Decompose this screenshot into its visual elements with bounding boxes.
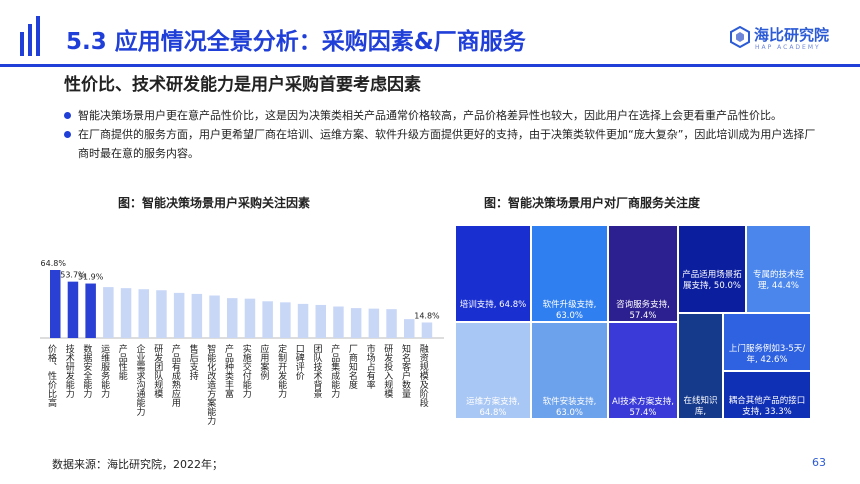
treemap-label: 运维方案支持, 64.8% bbox=[466, 397, 520, 418]
treemap-cell: 产品适用场景拓展支持, 50.0% bbox=[678, 225, 746, 313]
slide-title: 5.3 应用情况全景分析：采购因素&厂商服务 bbox=[66, 29, 526, 55]
page-number: 63 bbox=[812, 456, 826, 469]
category-label: 定制开发能力 bbox=[276, 343, 287, 399]
category-label: 团队技术背景 bbox=[312, 344, 323, 398]
category-label: 企业需求沟通能力 bbox=[135, 343, 146, 417]
bar bbox=[173, 292, 185, 338]
bar bbox=[227, 298, 238, 338]
category-label: 应用案例 bbox=[258, 343, 269, 381]
treemap-label: 耦合其他产品的接口支持, 33.3% bbox=[728, 396, 806, 417]
treemap-label: 在线知识库, 42.6% bbox=[683, 396, 718, 428]
logo-name: 海比研究院 bbox=[754, 26, 830, 44]
cube-logo-icon bbox=[730, 26, 750, 48]
category-label: 融资规模及阶段 bbox=[418, 344, 429, 408]
category-label: 产品性能 bbox=[117, 343, 128, 381]
category-label: 知名客户数量 bbox=[400, 343, 411, 398]
category-label: 售后支持 bbox=[188, 343, 199, 381]
category-label: 市场占有率 bbox=[365, 343, 376, 390]
category-label: 产品集成能力 bbox=[329, 343, 340, 399]
treemap-label: 软件升级支持, 63.0% bbox=[542, 300, 597, 321]
treemap-cell: 软件升级支持, 63.0% bbox=[531, 225, 608, 322]
bar-data-label: 14.8% bbox=[414, 311, 440, 320]
purchase-factors-bar-chart: 64.8% 价格、性价比高 53.7% 技术研发能力 51.9% 数据安全能力 运维服务能力… bbox=[40, 259, 444, 426]
bar-data-label: 53.7% bbox=[60, 271, 86, 280]
treemap-cell: 专属的技术经理, 44.4% bbox=[746, 225, 811, 313]
treemap-label: 软件安装支持, 63.0% bbox=[542, 397, 597, 418]
treemap-cell: 软件安装支持, 63.0% bbox=[531, 322, 608, 419]
treemap-label: 产品适用场景拓展支持, 50.0% bbox=[682, 270, 742, 291]
section-subtitle: 性价比、技术研发能力是用户采购首要考虑因素 bbox=[64, 75, 421, 95]
treemap-label: 咨询服务支持, 57.4% bbox=[616, 300, 670, 321]
bar bbox=[50, 270, 61, 338]
bar-data-label: 51.9% bbox=[78, 273, 104, 282]
bar bbox=[209, 295, 220, 338]
treemap-cell: 耦合其他产品的接口支持, 33.3% bbox=[723, 371, 811, 419]
logo: 海比研究院 HAP ACADEMY bbox=[730, 22, 840, 56]
category-label: 厂商知名度 bbox=[347, 344, 358, 390]
bar bbox=[262, 301, 273, 338]
service-attention-treemap: 培训支持, 64.8% 运维方案支持, 64.8% 软件升级支持, 63.0% 软件安… bbox=[455, 225, 811, 428]
header-divider bbox=[0, 64, 860, 67]
bar bbox=[156, 290, 167, 338]
category-label: 运维服务能力 bbox=[99, 344, 110, 399]
treemap-label: 上门服务例如3-5天/年, 42.6% bbox=[728, 344, 806, 365]
bar bbox=[297, 303, 309, 338]
bullet-dot-icon bbox=[64, 131, 71, 138]
bar bbox=[315, 304, 326, 338]
treemap-cell: 上门服务例如3-5天/年, 42.6% bbox=[723, 313, 811, 371]
treemap-cell: 培训支持, 64.8% bbox=[455, 225, 531, 322]
bar bbox=[350, 308, 362, 338]
treemap-label: 培训支持, 64.8% bbox=[459, 300, 527, 310]
bullet-point: 智能决策场景用户更在意产品性价比，这是因为决策类相关产品通常价格较高，产品价格差… bbox=[64, 106, 824, 125]
bullet-dot-icon bbox=[64, 112, 71, 119]
bar bbox=[67, 281, 79, 338]
bullet-point: 在厂商提供的服务方面，用户更希望厂商在培训、运维方案、软件升级方面提供更好的支持… bbox=[64, 125, 824, 163]
bar bbox=[244, 298, 256, 338]
category-label: 研发团队规模 bbox=[152, 344, 163, 399]
bar bbox=[404, 319, 415, 338]
treemap-label: 专属的技术经理, 44.4% bbox=[752, 270, 804, 291]
bar bbox=[191, 293, 203, 338]
category-label: 实施交付能力 bbox=[241, 343, 252, 399]
bar-chart-title: 图：智能决策场景用户采购关注因素 bbox=[118, 196, 311, 210]
category-label: 技术研发能力 bbox=[64, 343, 74, 399]
bullet-text: 在厂商提供的服务方面，用户更希望厂商在培训、运维方案、软件升级方面提供更好的支持… bbox=[78, 128, 816, 160]
category-label: 数据安全能力 bbox=[81, 343, 92, 399]
category-label: 价格、性价比高 bbox=[46, 344, 57, 408]
bullet-text: 智能决策场景用户更在意产品性价比，这是因为决策类相关产品通常价格较高，产品价格差… bbox=[78, 109, 782, 122]
bar-data-label: 64.8% bbox=[41, 259, 67, 268]
bar bbox=[120, 288, 132, 338]
treemap-label: AI技术方案支持, 57.4% bbox=[611, 397, 675, 418]
bar bbox=[386, 309, 397, 338]
bar bbox=[85, 283, 96, 338]
bar bbox=[103, 287, 114, 338]
treemap-cell: 咨询服务支持, 57.4% bbox=[608, 225, 678, 322]
category-label: 智能化改造方案能力 bbox=[205, 343, 216, 426]
treemap-cell: 在线知识库, 42.6% bbox=[678, 313, 723, 428]
decorative-bars-icon bbox=[20, 16, 40, 56]
category-label: 口碑评价 bbox=[294, 344, 305, 380]
bar bbox=[421, 322, 433, 338]
data-source: 数据来源：海比研究院，2022年； bbox=[52, 458, 223, 471]
bar bbox=[333, 306, 344, 338]
treemap-cell: AI技术方案支持, 57.4% bbox=[608, 322, 678, 419]
treemap-cell: 运维方案支持, 64.8% bbox=[455, 322, 531, 419]
bar bbox=[138, 289, 149, 338]
category-label: 产品种类丰富 bbox=[223, 343, 234, 398]
bar bbox=[280, 302, 291, 338]
treemap-title: 图：智能决策场景用户对厂商服务关注度 bbox=[484, 196, 701, 210]
bar bbox=[368, 308, 380, 338]
category-label: 研发投入规模 bbox=[382, 344, 393, 399]
logo-subtitle: HAP ACADEMY bbox=[755, 44, 821, 51]
category-label: 产品有成熟应用 bbox=[170, 343, 181, 408]
